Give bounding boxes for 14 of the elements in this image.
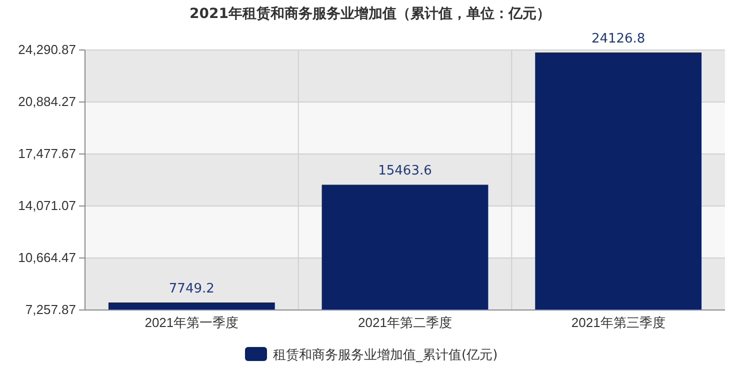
x-tick-label: 2021年第三季度 <box>571 315 666 330</box>
y-tick-label: 20,884.27 <box>18 94 76 110</box>
y-tick-label: 10,664.47 <box>18 250 76 266</box>
data-label: 24126.8 <box>591 32 646 47</box>
legend-label: 租赁和商务服务业增加值_累计值(亿元) <box>273 348 498 363</box>
chart-title: 2021年租赁和商务服务业增加值（累计值，单位：亿元） <box>190 5 550 22</box>
y-tick-label: 17,477.67 <box>18 146 76 162</box>
y-tick-label: 14,071.07 <box>18 198 76 214</box>
data-label: 7749.2 <box>168 282 214 296</box>
x-tick-label: 2021年第一季度 <box>144 315 239 330</box>
data-label: 15463.6 <box>378 164 432 179</box>
x-tick-label: 2021年第二季度 <box>358 315 452 330</box>
y-tick-label: 7,257.87 <box>25 302 76 318</box>
y-tick-label: 24,290.87 <box>18 42 76 58</box>
